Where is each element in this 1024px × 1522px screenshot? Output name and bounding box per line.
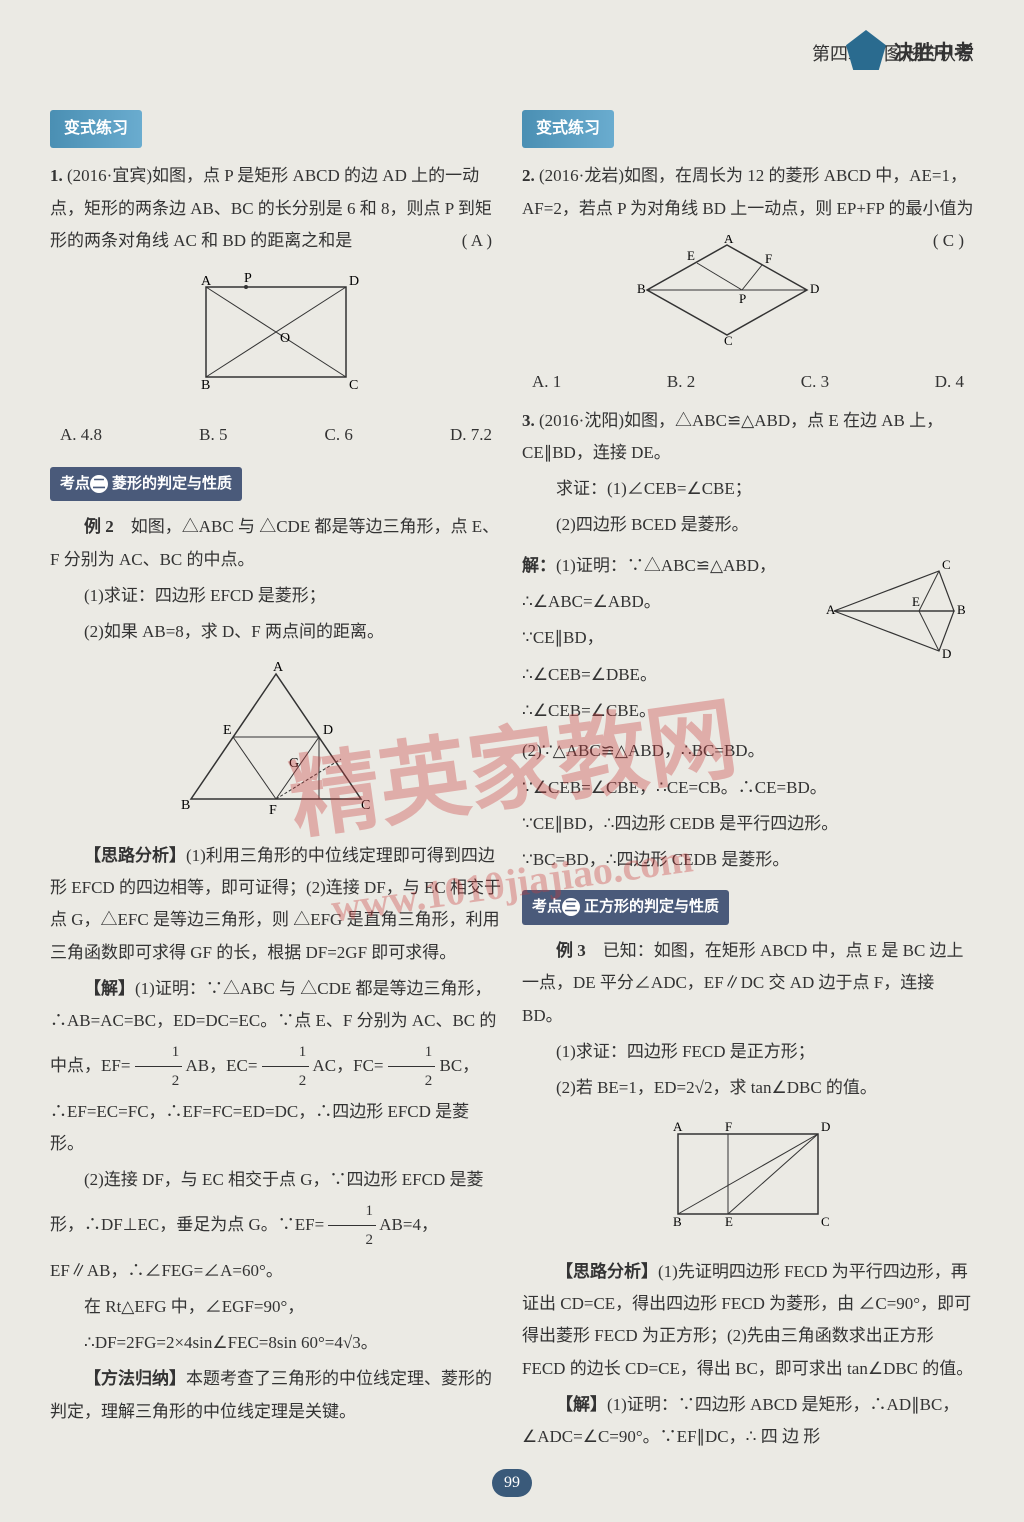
ex2-part1: (1)求证：四边形 EFCD 是菱形；	[50, 580, 502, 612]
q2-opt-a: A. 1	[532, 366, 561, 398]
svg-text:A: A	[273, 660, 284, 675]
ex3-part1: (1)求证：四边形 FECD 是正方形；	[522, 1036, 974, 1068]
svg-text:C: C	[942, 557, 951, 572]
logo-shield-icon	[846, 30, 886, 70]
svg-text:D: D	[821, 1119, 830, 1134]
q3-part1: 求证：(1)∠CEB=∠CBE；	[522, 473, 974, 505]
svg-text:B: B	[637, 281, 646, 296]
q3-text: 3. (2016·沈阳)如图，△ABC≌△ABD，点 E 在边 AB 上，CE∥…	[522, 405, 974, 470]
svg-text:E: E	[725, 1214, 733, 1229]
q1-options: A. 4.8 B. 5 C. 6 D. 7.2	[50, 419, 502, 451]
svg-text:D: D	[349, 274, 359, 289]
q2-opt-b: B. 2	[667, 366, 695, 398]
svg-text:C: C	[361, 798, 370, 813]
q2-text: 2. (2016·龙岩)如图，在周长为 12 的菱形 ABCD 中，AE=1，A…	[522, 160, 974, 225]
q1-opt-d: D. 7.2	[450, 419, 492, 451]
q3-solution-row: 解：(1)证明：∵△ABC≌△ABD， ∴∠ABC=∠ABD。 ∵CE∥BD， …	[522, 546, 974, 731]
brand-text: 决胜中考	[894, 36, 974, 65]
q2-rhombus-diagram: A B C D E F P	[522, 235, 974, 356]
svg-text:B: B	[673, 1214, 682, 1229]
svg-text:C: C	[724, 333, 733, 345]
ex2-intro: 例 2 如图，△ABC 与 △CDE 都是等边三角形，点 E、F 分别为 AC、…	[50, 511, 502, 576]
q2-opt-c: C. 3	[801, 366, 829, 398]
q3-solution-text: 解：(1)证明：∵△ABC≌△ABD， ∴∠ABC=∠ABD。 ∵CE∥BD， …	[522, 546, 814, 731]
q1-rectangle-diagram: A P D B C O	[50, 267, 502, 408]
ex3-silu: 【思路分析】(1)先证明四边形 FECD 为平行四边形，再证出 CD=CE，得出…	[522, 1256, 974, 1385]
svg-text:G: G	[289, 756, 299, 771]
svg-text:P: P	[739, 291, 746, 306]
svg-text:D: D	[323, 723, 333, 738]
svg-text:F: F	[269, 803, 277, 818]
q3-part2: (2)四边形 BCED 是菱形。	[522, 509, 974, 541]
ex2-silu: 【思路分析】(1)利用三角形的中位线定理即可得到四边形 EFCD 的四边相等，即…	[50, 840, 502, 969]
q1-text: 1. (2016·宜宾)如图，点 P 是矩形 ABCD 的边 AD 上的一动点，…	[50, 160, 502, 257]
variant-practice-badge: 变式练习	[50, 110, 142, 148]
svg-text:A: A	[826, 602, 836, 617]
svg-text:P: P	[244, 271, 252, 286]
q1-opt-c: C. 6	[325, 419, 353, 451]
q3-sol7: ∵∠CEB=∠CBE，∴CE=CB。∴CE=BD。	[522, 772, 974, 804]
svg-text:E: E	[687, 248, 695, 263]
ex3-intro: 例 3 已知：如图，在矩形 ABCD 中，点 E 是 BC 边上一点，DE 平分…	[522, 935, 974, 1032]
right-column: 变式练习 2. (2016·龙岩)如图，在周长为 12 的菱形 ABCD 中，A…	[522, 110, 974, 1458]
svg-text:E: E	[912, 594, 920, 609]
variant-practice-badge-2: 变式练习	[522, 110, 614, 148]
page-number: 99	[492, 1469, 532, 1497]
ex3-square-diagram: A F D B E C	[522, 1114, 974, 1245]
page-container: 第四章 图形的认识 决胜中考 精英家教网 www.1010jiajiao.com…	[0, 0, 1024, 1522]
svg-text:C: C	[821, 1214, 830, 1229]
svg-text:D: D	[810, 281, 819, 296]
svg-text:C: C	[349, 378, 358, 393]
q3-sol6: (2)∵△ABC≌△ABD，∴BC=BD。	[522, 735, 974, 767]
q1-opt-b: B. 5	[199, 419, 227, 451]
svg-text:F: F	[725, 1119, 732, 1134]
left-column: 变式练习 1. (2016·宜宾)如图，点 P 是矩形 ABCD 的边 AD 上…	[50, 110, 502, 1458]
svg-text:B: B	[957, 602, 966, 617]
q3-sol8: ∵CE∥BD，∴四边形 CEDB 是平行四边形。	[522, 808, 974, 840]
kaodian-2-badge: 考点二菱形的判定与性质	[50, 467, 242, 502]
svg-text:A: A	[724, 235, 734, 246]
q1-opt-a: A. 4.8	[60, 419, 102, 451]
ex3-part2: (2)若 BE=1，ED=2√2，求 tan∠DBC 的值。	[522, 1072, 974, 1104]
ex2-solution-1: 【解】(1)证明：∵△ABC 与 △CDE 都是等边三角形，∴AB=AC=BC，…	[50, 973, 502, 1160]
kaodian-3-badge: 考点三正方形的判定与性质	[522, 890, 729, 925]
two-column-content: 变式练习 1. (2016·宜宾)如图，点 P 是矩形 ABCD 的边 AD 上…	[50, 110, 974, 1458]
q2-answer: ( C )	[933, 225, 964, 257]
q2-opt-d: D. 4	[935, 366, 964, 398]
ex2-solution-3: 在 Rt△EFG 中，∠EGF=90°，	[50, 1291, 502, 1323]
svg-text:A: A	[201, 274, 212, 289]
brand-logo: 决胜中考	[846, 30, 974, 70]
q3-sol9: ∵BC=BD，∴四边形 CEDB 是菱形。	[522, 844, 974, 876]
q1-answer: ( A )	[462, 225, 492, 257]
svg-text:B: B	[201, 378, 210, 393]
q2-options: A. 1 B. 2 C. 3 D. 4	[522, 366, 974, 398]
svg-text:O: O	[280, 331, 290, 346]
svg-text:E: E	[223, 723, 232, 738]
svg-text:A: A	[673, 1119, 683, 1134]
svg-text:B: B	[181, 798, 190, 813]
ex2-solution-2: (2)连接 DF，与 EC 相交于点 G，∵四边形 EFCD 是菱形，∴DF⊥E…	[50, 1164, 502, 1287]
svg-text:D: D	[942, 646, 951, 661]
ex2-solution-4: ∴DF=2FG=2×4sin∠FEC=8sin 60°=4√3。	[50, 1327, 502, 1359]
ex3-jie: 【解】(1)证明：∵四边形 ABCD 是矩形，∴AD∥BC，∠ADC=∠C=90…	[522, 1389, 974, 1454]
q3-triangle-diagram: A C B D E	[824, 556, 974, 721]
ex2-part2: (2)如果 AB=8，求 D、F 两点间的距离。	[50, 616, 502, 648]
ex2-method: 【方法归纳】本题考查了三角形的中位线定理、菱形的判定，理解三角形的中位线定理是关…	[50, 1363, 502, 1428]
ex2-triangle-diagram: A B C E D F G	[50, 659, 502, 830]
svg-text:F: F	[765, 251, 772, 266]
